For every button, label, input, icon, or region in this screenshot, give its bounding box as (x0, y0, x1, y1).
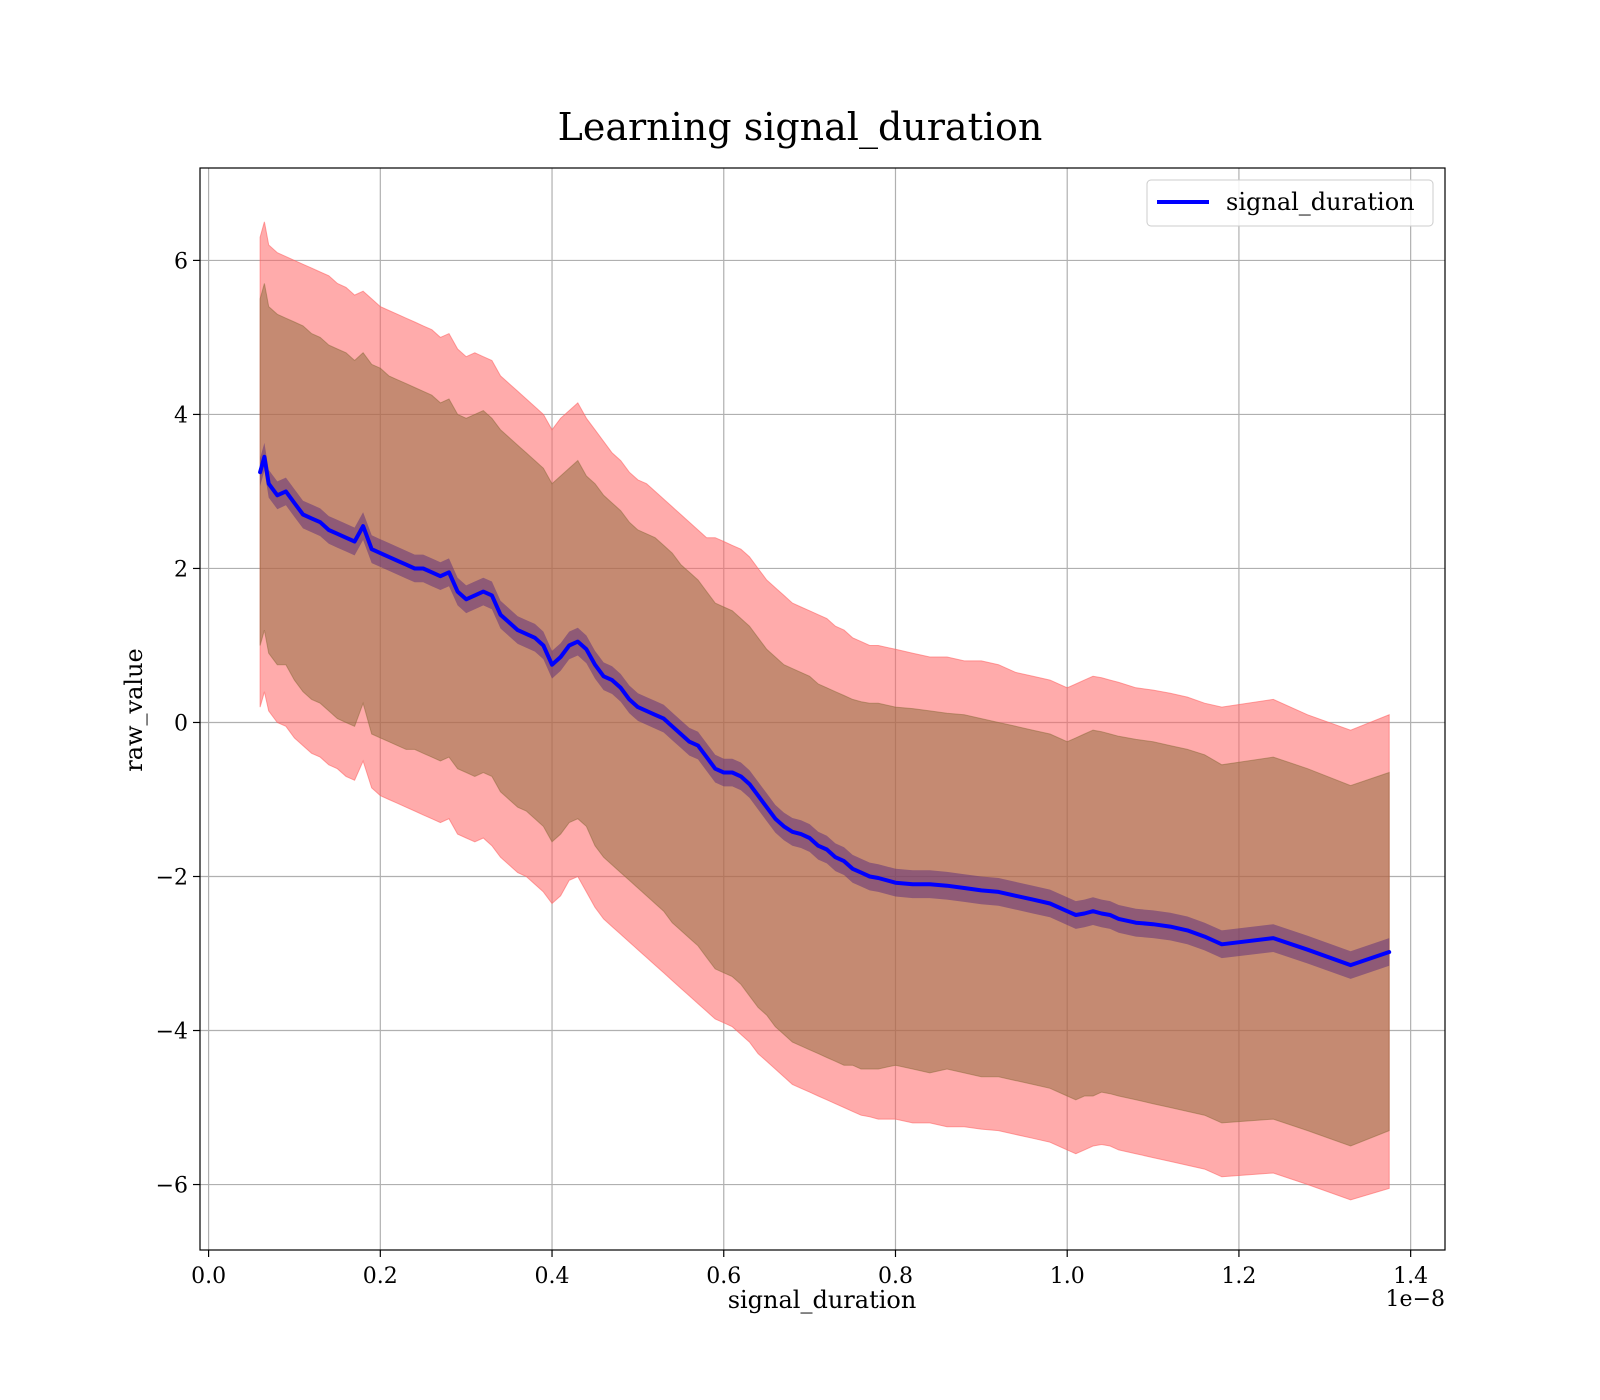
x-tick-label: 1.0 (1050, 1264, 1085, 1289)
x-ticks: 0.0 0.2 0.4 0.6 0.8 1.0 1.2 1.4 (191, 1250, 1428, 1289)
y-tick-label: −2 (156, 865, 188, 890)
legend: signal_duration (1146, 179, 1434, 227)
x-tick-label: 0.8 (878, 1264, 913, 1289)
inner-confidence-band (259, 283, 1390, 1147)
y-tick-label: −4 (156, 1020, 188, 1045)
y-tick-label: 4 (174, 403, 188, 428)
y-axis-label: raw_value (120, 648, 148, 772)
x-axis-label: signal_duration (728, 1286, 917, 1314)
mean-uncertainty-band (260, 442, 1390, 979)
y-ticks: 6 4 2 0 −2 −4 −6 (156, 249, 200, 1199)
x-tick-label: 1.2 (1221, 1264, 1256, 1289)
y-tick-label: 0 (174, 711, 188, 736)
band-layer (259, 221, 1390, 1201)
chart-title: Learning signal_duration (558, 105, 1043, 150)
x-offset-label: 1e−8 (1386, 1287, 1445, 1312)
y-tick-label: 6 (174, 249, 188, 274)
series-line-signal_duration (258, 454, 1392, 968)
legend-box (1146, 179, 1434, 227)
x-tick-label: 0.4 (535, 1264, 570, 1289)
x-tick-label: 0.2 (363, 1264, 398, 1289)
x-tick-label: 0.6 (706, 1264, 741, 1289)
y-tick-label: 2 (174, 557, 188, 582)
legend-label: signal_duration (1226, 188, 1415, 216)
x-tick-label: 0.0 (191, 1264, 226, 1289)
y-tick-label: −6 (156, 1174, 188, 1199)
x-tick-label: 1.4 (1393, 1264, 1428, 1289)
plot-frame (199, 167, 1446, 1251)
series-line-layer (258, 454, 1392, 968)
